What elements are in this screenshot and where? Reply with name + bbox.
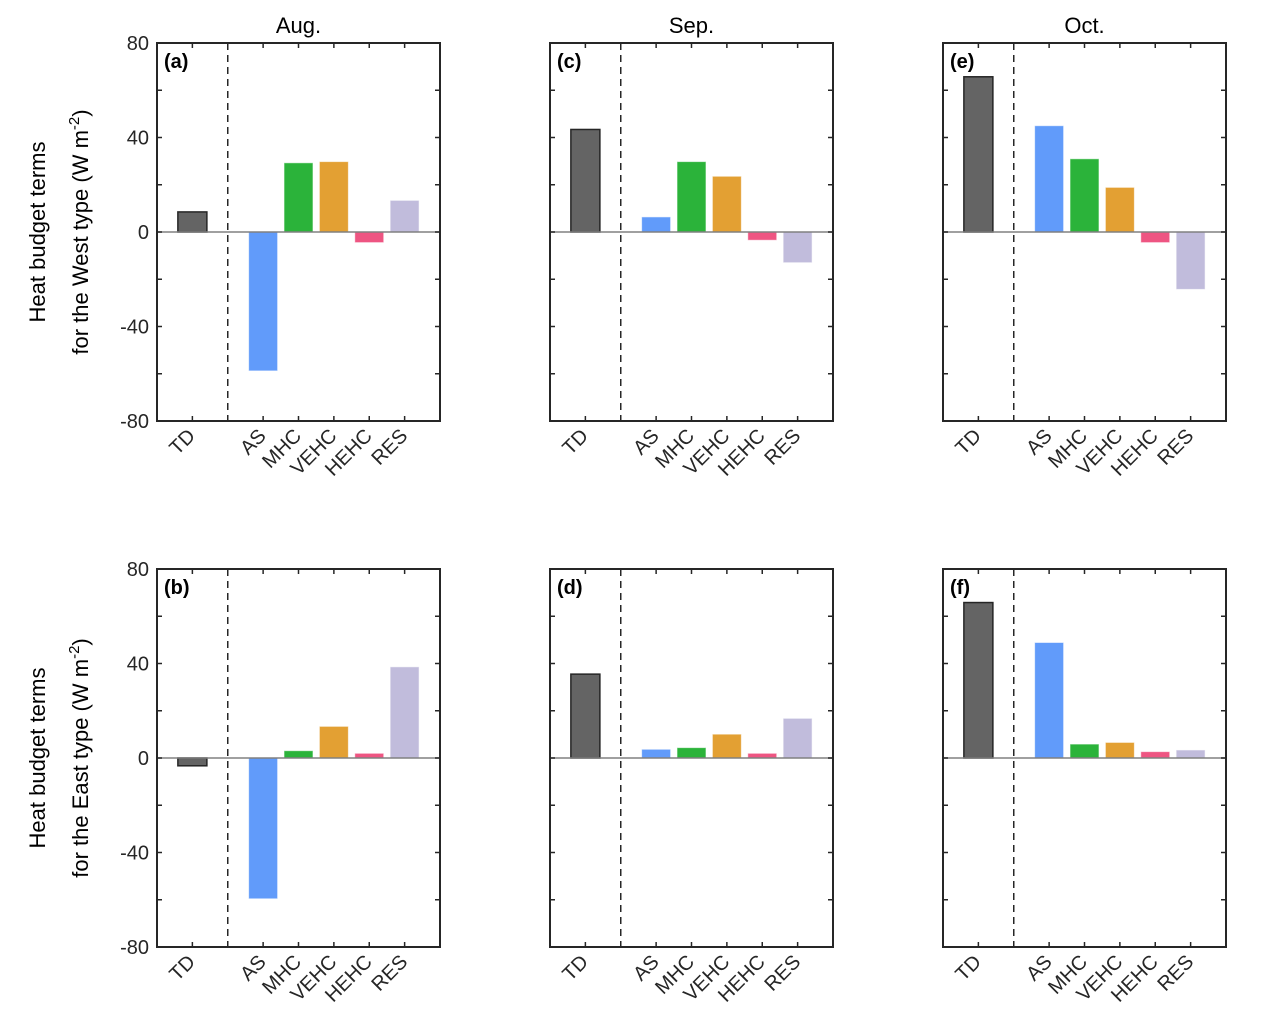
x-tick-label-res: RES [761, 951, 806, 996]
axes-frame [549, 42, 834, 422]
y-tick-label: 40 [127, 654, 149, 676]
bar-td [570, 128, 601, 233]
y-axis-label-line2: for the West type (W m-2) [66, 109, 93, 354]
bar-mhc [676, 161, 707, 233]
x-tick-label-td: TD [951, 425, 985, 459]
bar-mhc [283, 162, 314, 233]
x-tick-label-res: RES [1154, 951, 1199, 996]
x-tick-label-res: RES [1154, 425, 1199, 470]
axes-frame [942, 568, 1227, 948]
panel-tag: (d) [557, 577, 583, 599]
y-axis-label-line1: Heat budget terms [25, 142, 50, 323]
column-title: Aug. [276, 13, 321, 38]
y-axis-label-text: for the West type (W m [68, 130, 93, 355]
x-tick-label-res: RES [368, 425, 413, 470]
bar-mhc [1069, 158, 1100, 233]
column-title: Oct. [1064, 13, 1104, 38]
bar-mhc [1069, 743, 1100, 759]
y-tick-label: 0 [138, 748, 149, 770]
bar-as [248, 757, 279, 900]
axes-frame [942, 42, 1227, 422]
bar-res [1175, 231, 1206, 290]
y-axis-label-line2: for the East type (W m-2) [66, 638, 93, 878]
x-tick-label-td: TD [951, 951, 985, 985]
bar-td [963, 76, 994, 233]
bar-mhc [283, 750, 314, 759]
bar-as [641, 216, 672, 233]
y-tick-label: 40 [127, 128, 149, 150]
bar-as [641, 748, 672, 759]
x-tick-label-td: TD [165, 951, 199, 985]
panel-tag: (f) [950, 577, 970, 599]
y-tick-label: 80 [127, 33, 149, 55]
bar-res [389, 199, 420, 233]
bar-mhc [676, 747, 707, 759]
panel-tag: (b) [164, 577, 190, 599]
bar-vehc [711, 733, 742, 759]
x-tick-label-td: TD [558, 425, 592, 459]
bar-res [389, 666, 420, 759]
y-tick-label: -40 [120, 843, 149, 865]
bar-td [177, 757, 208, 767]
bar-vehc [1104, 186, 1135, 233]
y-axis-label-row-1: Heat budget terms for the East type (W m-… [25, 638, 93, 878]
axes-frame [156, 42, 441, 422]
panel-tag: (a) [164, 51, 188, 73]
y-tick-label: 0 [138, 222, 149, 244]
y-axis-label-row-0: Heat budget terms for the West type (W m-… [25, 109, 93, 354]
y-tick-label: -40 [120, 317, 149, 339]
y-axis-label-suffix: ) [68, 638, 93, 645]
bar-td [177, 211, 208, 233]
bar-hehc [1140, 231, 1171, 244]
x-tick-label-res: RES [368, 951, 413, 996]
y-axis-label-superscript: -2 [66, 117, 83, 130]
axes-frame [549, 568, 834, 948]
y-axis-label-suffix: ) [68, 109, 93, 116]
panel-tag: (c) [557, 51, 581, 73]
bar-hehc [1140, 751, 1171, 759]
bar-hehc [354, 231, 385, 244]
panel-tag: (e) [950, 51, 974, 73]
bar-res [782, 717, 813, 759]
axes-frame [156, 568, 441, 948]
y-tick-label: -80 [120, 411, 149, 433]
bar-res [782, 231, 813, 264]
bar-vehc [318, 725, 349, 759]
y-axis-label-line1: Heat budget terms [25, 668, 50, 849]
bar-res [1175, 749, 1206, 759]
bar-td [963, 601, 994, 759]
y-axis-label-superscript: -2 [66, 646, 83, 659]
bar-vehc [318, 161, 349, 233]
bar-td [570, 673, 601, 759]
y-tick-label: -80 [120, 937, 149, 959]
bar-vehc [1104, 741, 1135, 759]
x-tick-label-res: RES [761, 425, 806, 470]
y-tick-label: 80 [127, 559, 149, 581]
x-tick-label-td: TD [165, 425, 199, 459]
bar-as [1034, 125, 1065, 233]
y-axis-label-text: for the East type (W m [68, 659, 93, 878]
column-title: Sep. [669, 13, 714, 38]
bar-as [248, 231, 279, 372]
bar-vehc [711, 175, 742, 233]
bar-hehc [747, 231, 778, 241]
x-tick-label-td: TD [558, 951, 592, 985]
bar-as [1034, 641, 1065, 759]
